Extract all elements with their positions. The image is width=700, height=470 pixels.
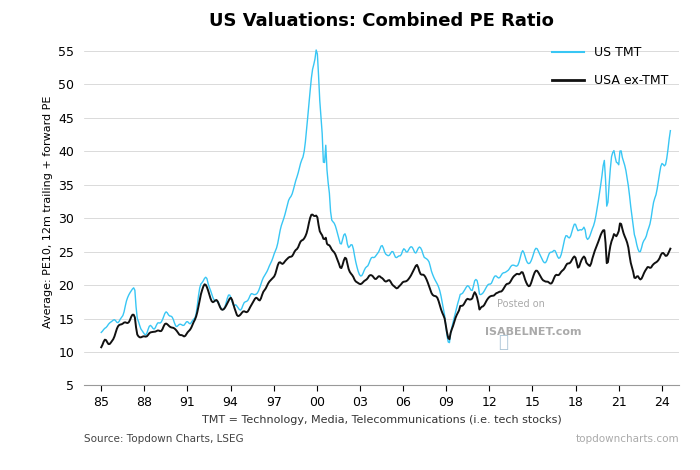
Y-axis label: Average: PE10, 12m trailing + forward PE: Average: PE10, 12m trailing + forward PE xyxy=(43,95,52,328)
Text: Source: Topdown Charts, LSEG: Source: Topdown Charts, LSEG xyxy=(84,434,244,444)
Text: Posted on: Posted on xyxy=(498,299,545,309)
Text: 🌐: 🌐 xyxy=(498,333,508,351)
Text: TMT = Technology, Media, Telecommunications (i.e. tech stocks): TMT = Technology, Media, Telecommunicati… xyxy=(202,415,561,425)
Text: topdowncharts.com: topdowncharts.com xyxy=(575,434,679,444)
Title: US Valuations: Combined PE Ratio: US Valuations: Combined PE Ratio xyxy=(209,13,554,31)
Text: ISABELNET.com: ISABELNET.com xyxy=(485,327,582,337)
Legend: US TMT, USA ex-TMT: US TMT, USA ex-TMT xyxy=(547,41,673,92)
